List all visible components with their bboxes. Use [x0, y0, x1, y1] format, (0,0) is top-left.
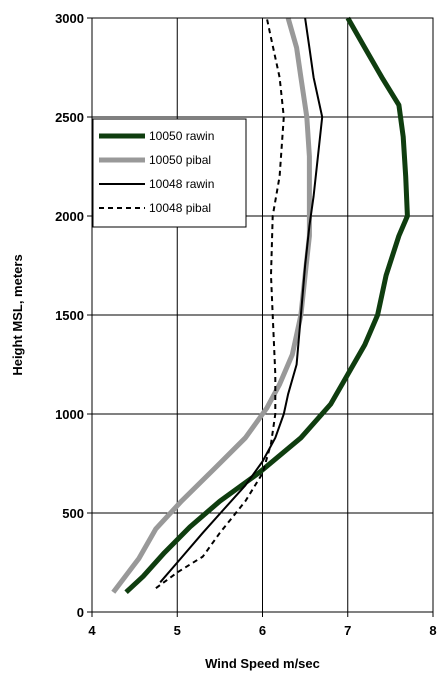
series-line-10048-rawin — [159, 17, 324, 583]
y-axis-label: Height MSL, meters — [10, 254, 25, 375]
series-line-10050-pibal — [111, 17, 312, 594]
x-tick-label: 6 — [259, 623, 266, 638]
y-tick-label: 1500 — [55, 308, 84, 323]
x-tick-label: 5 — [174, 623, 181, 638]
x-axis-label: Wind Speed m/sec — [205, 656, 320, 671]
y-tick-label: 2000 — [55, 209, 84, 224]
x-tick-label: 7 — [344, 623, 351, 638]
series-lines — [111, 16, 410, 595]
y-tick-label: 0 — [77, 605, 84, 620]
x-tick-label: 4 — [88, 623, 96, 638]
y-tick-label: 3000 — [55, 11, 84, 26]
y-tick-label: 1000 — [55, 407, 84, 422]
series-line-10048-pibal — [155, 17, 285, 590]
axis-ticks: 4 5 6 7 8 0 500 1000 1500 2000 2500 3000 — [55, 11, 437, 638]
legend: 10050 rawin 10050 pibal 10048 rawin 10048 p… — [92, 118, 247, 228]
x-tick-label: 8 — [429, 623, 436, 638]
series-line-10050-rawin — [124, 16, 410, 595]
y-tick-label: 500 — [62, 506, 84, 521]
legend-label: 10050 pibal — [149, 153, 211, 167]
legend-label: 10050 rawin — [149, 129, 214, 143]
y-tick-label: 2500 — [55, 110, 84, 125]
legend-label: 10048 pibal — [149, 201, 211, 215]
legend-label: 10048 rawin — [149, 177, 214, 191]
